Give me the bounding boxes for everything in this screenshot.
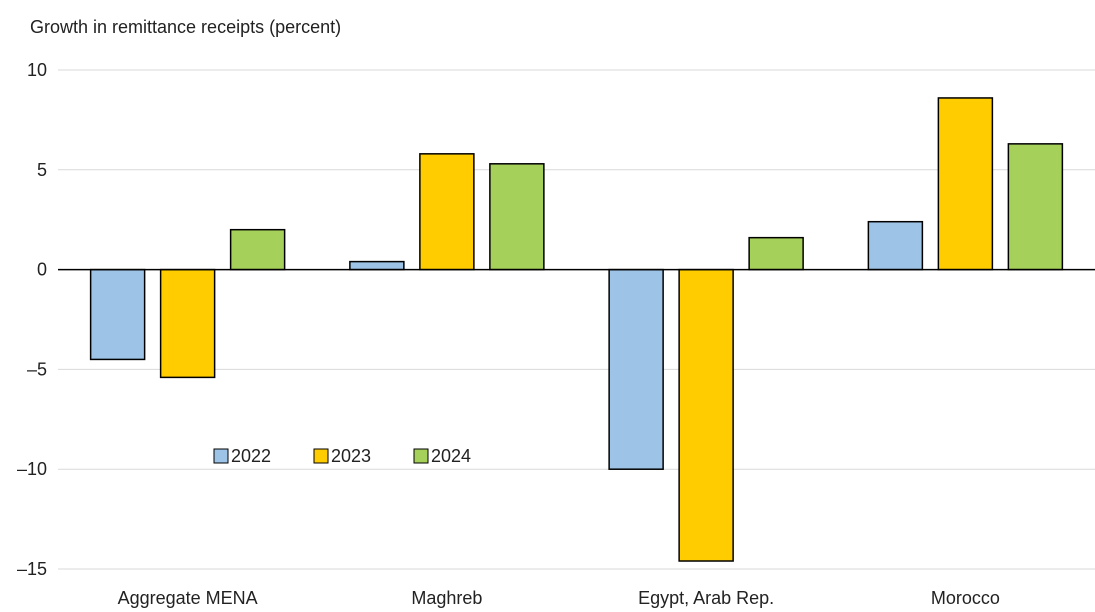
legend-label: 2022 — [231, 446, 271, 466]
y-tick-label: –10 — [17, 459, 47, 479]
bar-2023-3 — [937, 97, 994, 271]
legend-swatch-2022 — [213, 448, 229, 464]
legend-swatch-2024 — [413, 448, 429, 464]
y-tick-label: 10 — [27, 60, 47, 80]
legend-label: 2024 — [431, 446, 471, 466]
bars-layer — [89, 97, 1064, 562]
category-label: Maghreb — [411, 588, 482, 608]
y-tick-label: –5 — [27, 359, 47, 379]
bar-2024-2 — [748, 236, 804, 271]
bar-2022-1 — [349, 260, 405, 271]
category-labels: Aggregate MENA Maghreb Egypt, Arab Rep. Mor… — [118, 588, 1000, 608]
bar-2023-2 — [678, 268, 734, 562]
bar-2022-0 — [89, 268, 146, 361]
bar-2022-3 — [867, 220, 924, 271]
category-label: Aggregate MENA — [118, 588, 258, 608]
y-tick-label: 0 — [37, 260, 47, 280]
ticks-layer: 10 5 0 –5 –10 –15 — [17, 60, 47, 579]
bar-2022-2 — [608, 268, 664, 470]
bar-2023-1 — [419, 153, 475, 271]
bar-2024-0 — [229, 228, 286, 271]
category-label: Egypt, Arab Rep. — [638, 588, 774, 608]
legend-label: 2023 — [331, 446, 371, 466]
grid-layer — [58, 69, 1095, 570]
y-tick-label: –15 — [17, 559, 47, 579]
chart-title: Growth in remittance receipts (percent) — [30, 17, 341, 37]
y-tick-label: 5 — [37, 160, 47, 180]
bar-2024-3 — [1007, 143, 1064, 271]
category-label: Morocco — [931, 588, 1000, 608]
bar-2024-1 — [489, 163, 545, 271]
bar-2023-0 — [159, 268, 216, 379]
legend-swatch-2023 — [313, 448, 329, 464]
legend: 2022 2023 2024 — [213, 446, 471, 466]
